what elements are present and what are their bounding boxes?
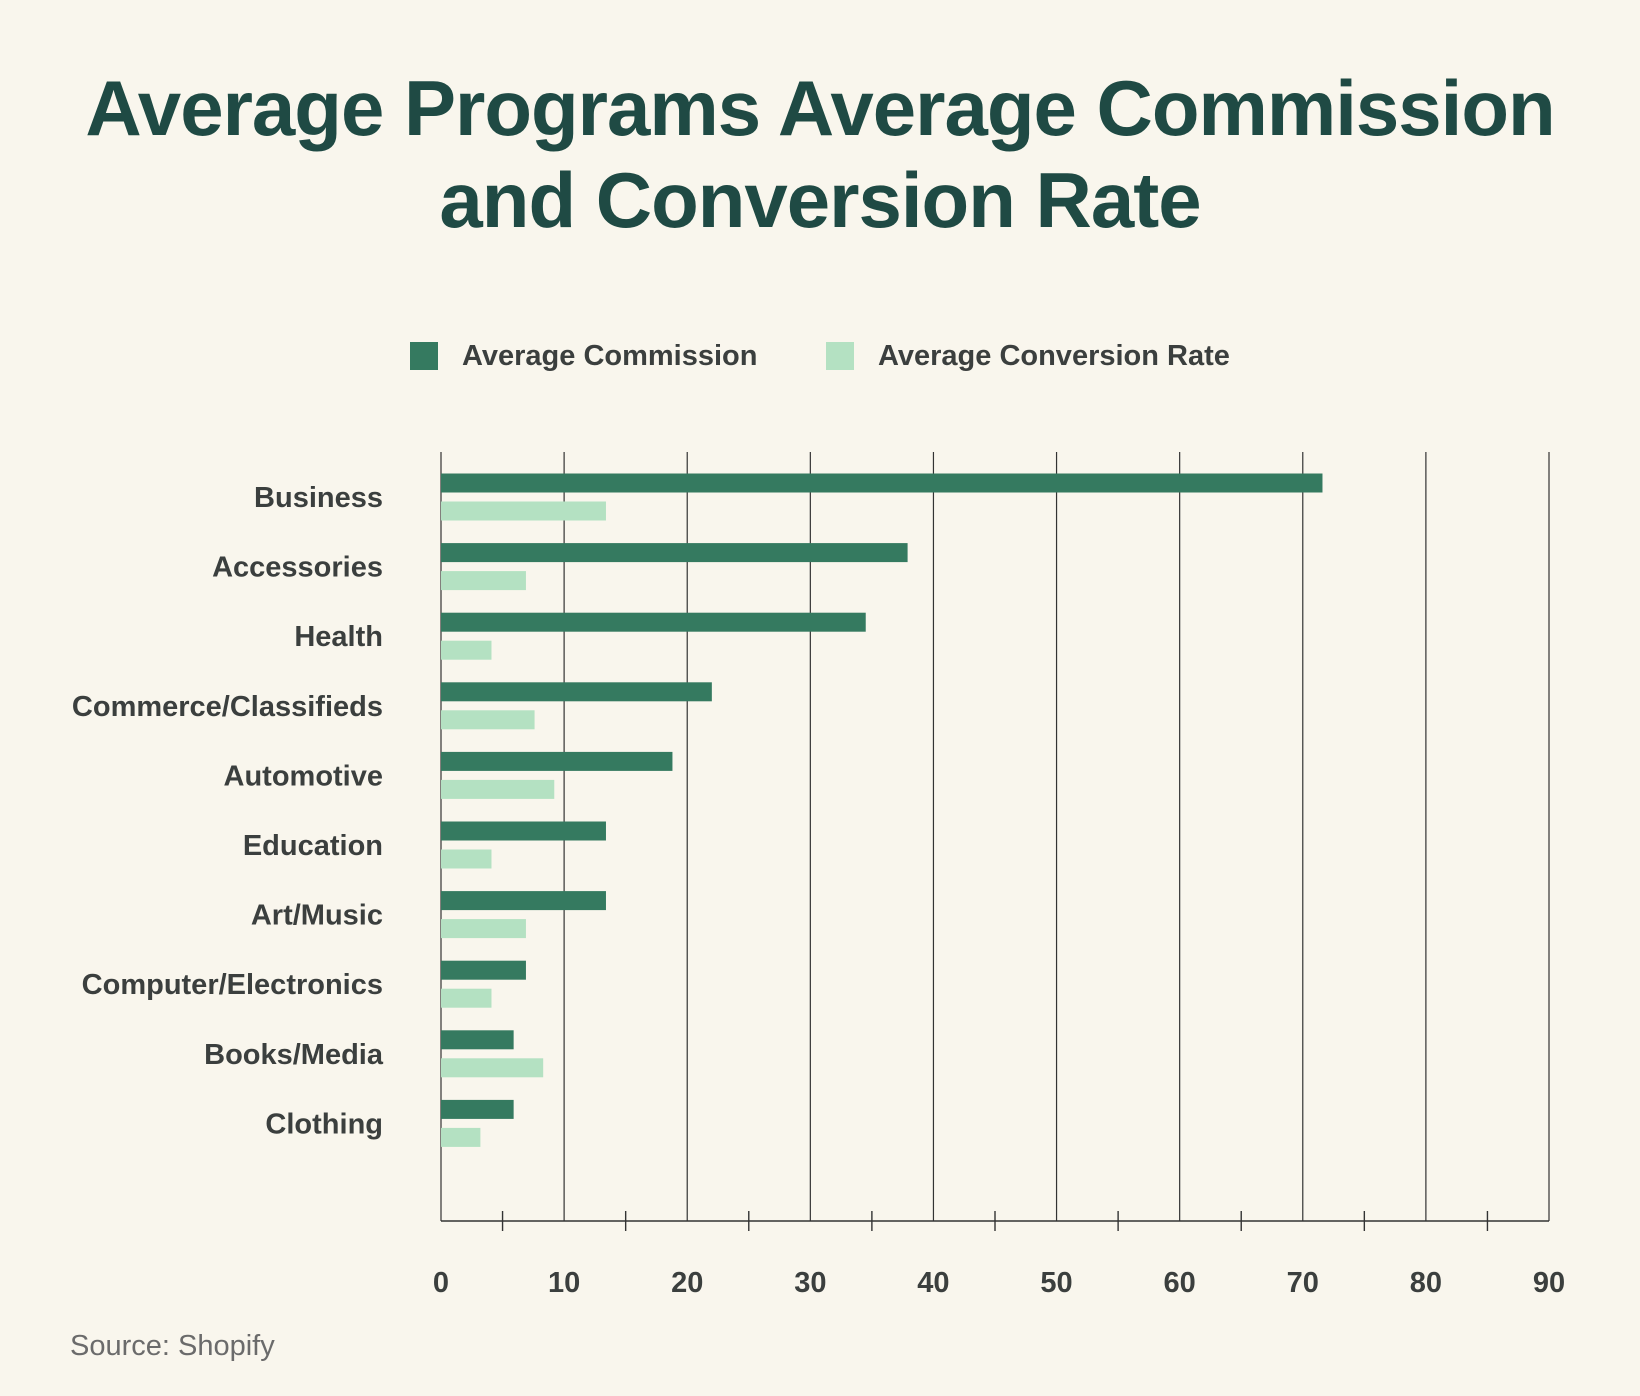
legend-label-commission: Average Commission — [462, 339, 758, 372]
bar-commission — [441, 891, 606, 911]
x-tick-label: 40 — [917, 1267, 949, 1299]
bar-conversion — [441, 640, 492, 660]
category-label: Health — [294, 621, 383, 653]
bar-conversion — [441, 710, 535, 730]
category-label: Commerce/Classifieds — [72, 691, 383, 723]
bar-conversion — [441, 849, 492, 869]
chart-title-line-2: and Conversion Rate — [439, 156, 1201, 244]
x-tick-label: 20 — [671, 1267, 703, 1299]
source-note: Source: Shopify — [70, 1330, 275, 1362]
category-label: Clothing — [265, 1108, 383, 1140]
chart-title-line-1: Average Programs Average Commission — [85, 64, 1555, 152]
category-label: Automotive — [224, 760, 384, 792]
category-label: Books/Media — [204, 1039, 384, 1071]
bar-commission — [441, 960, 526, 980]
legend-label-conversion: Average Conversion Rate — [878, 339, 1230, 372]
category-label: Accessories — [212, 552, 383, 584]
bar-conversion — [441, 779, 555, 799]
bar-commission — [441, 612, 866, 632]
x-tick-label: 90 — [1533, 1267, 1565, 1299]
x-tick-label: 10 — [548, 1267, 580, 1299]
bar-conversion — [441, 571, 526, 591]
x-tick-label: 80 — [1410, 1267, 1442, 1299]
bar-commission — [441, 1099, 514, 1119]
category-label: Education — [243, 830, 383, 862]
chart-title: Average Programs Average Commission and … — [0, 62, 1640, 246]
bar-conversion — [441, 988, 492, 1008]
x-tick-label: 60 — [1164, 1267, 1196, 1299]
bar-commission — [441, 543, 908, 563]
x-tick-label: 70 — [1287, 1267, 1319, 1299]
legend-swatch-commission — [410, 342, 438, 370]
x-tick-label: 50 — [1040, 1267, 1072, 1299]
legend-swatch-conversion — [826, 342, 854, 370]
bar-commission — [441, 682, 712, 702]
legend-item-conversion: Average Conversion Rate — [826, 336, 1230, 376]
x-tick-label: 30 — [794, 1267, 826, 1299]
legend-item-commission: Average Commission — [410, 336, 757, 376]
bar-conversion — [441, 501, 606, 521]
bar-conversion — [441, 919, 526, 939]
bar-commission — [441, 751, 673, 771]
bar-conversion — [441, 1127, 481, 1147]
bar-commission — [441, 1030, 514, 1050]
bar-commission — [441, 821, 606, 841]
chart-legend: Average Commission Average Conversion Ra… — [0, 336, 1640, 376]
category-label: Computer/Electronics — [82, 969, 383, 1001]
x-tick-label: 0 — [433, 1267, 449, 1299]
bar-conversion — [441, 1058, 544, 1078]
bar-commission — [441, 473, 1323, 493]
category-label: Art/Music — [251, 900, 383, 932]
category-label: Business — [254, 482, 383, 514]
